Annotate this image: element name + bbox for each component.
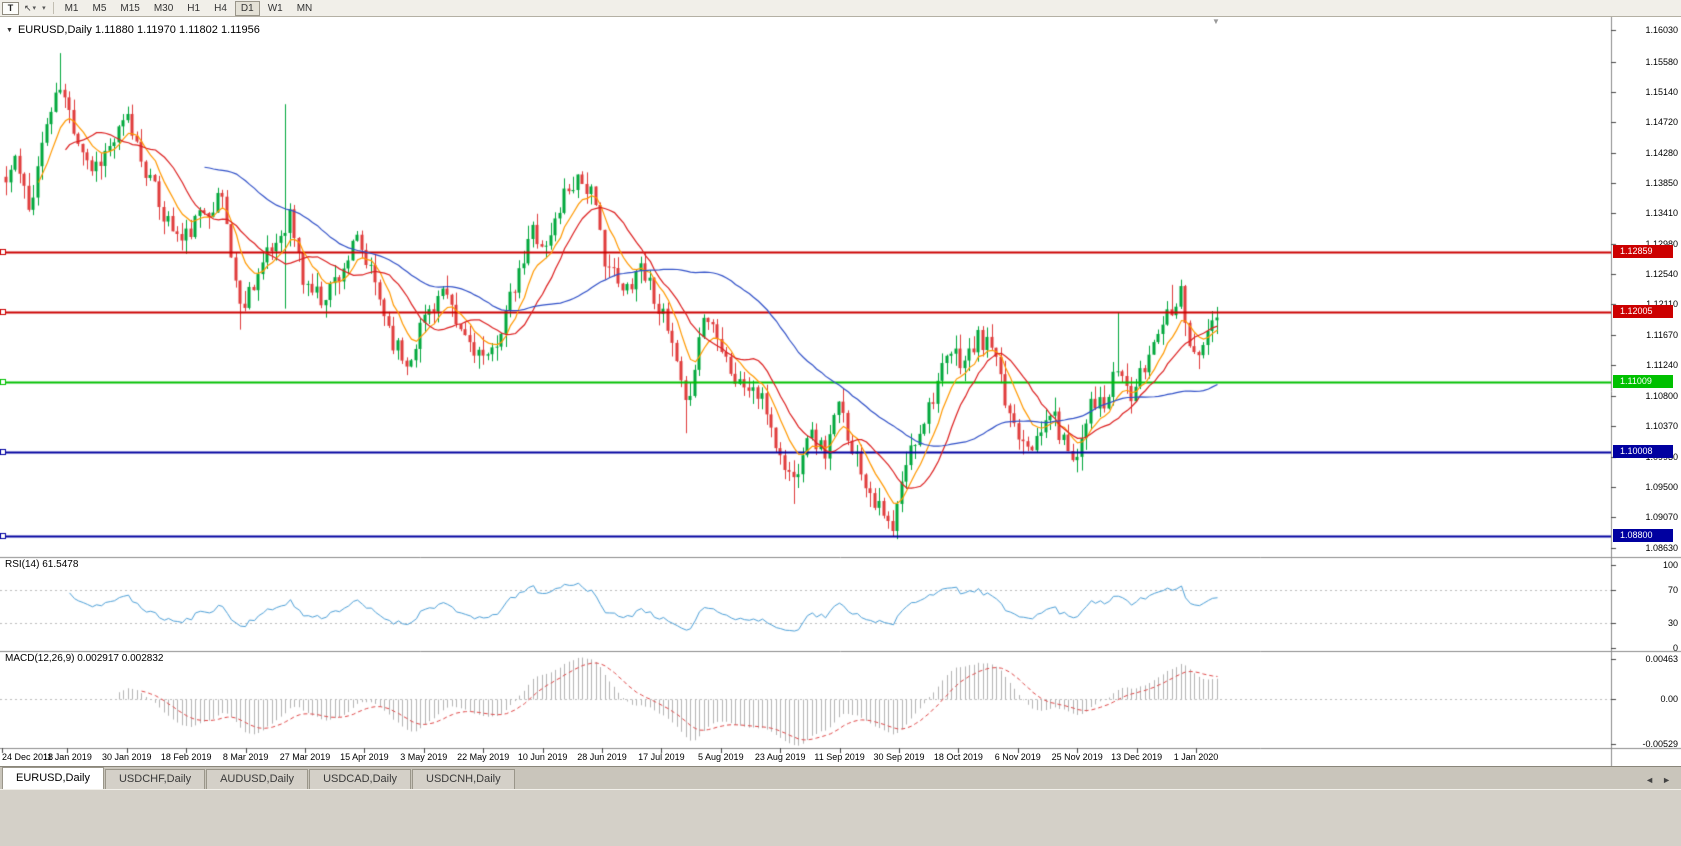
timeframe-button-m30[interactable]: M30 [153,2,174,14]
rsi-scale-label: 70 [1667,584,1678,595]
price-scale-label: 1.09070 [1645,512,1678,523]
price-scale-label: 1.13850 [1645,177,1678,188]
date-axis-label: 30 Sep 2019 [873,752,925,762]
date-axis-label: 10 Jun 2019 [517,752,568,762]
date-axis-label: 22 May 2019 [457,752,510,762]
timeframe-button-mn[interactable]: MN [296,2,313,14]
rsi-label: RSI(14) 61.5478 [5,559,79,570]
price-scale-label: 1.16030 [1645,25,1678,36]
date-axis-label: 27 Mar 2019 [279,752,331,762]
date-axis-label: 18 Feb 2019 [160,752,212,762]
text-tool-button[interactable]: T [2,1,19,15]
timeframe-button-m1[interactable]: M1 [64,2,79,14]
timeframe-button-d1[interactable]: D1 [234,0,260,16]
cursor-tool-button[interactable]: ↖ ▾ [21,2,39,15]
date-axis-label: 25 Nov 2019 [1051,752,1103,762]
chart-title-text: EURUSD,Daily 1.11880 1.11970 1.11802 1.1… [17,24,260,36]
price-scale-label: 1.12540 [1645,269,1678,280]
chevron-down-icon: ▾ [32,5,37,12]
price-scale-label: 1.13410 [1645,208,1678,219]
chart-marker-icon: ▼ [6,26,13,34]
objects-tool-button[interactable]: ▾ [39,2,49,15]
date-axis-label: 8 Mar 2019 [222,752,269,762]
rsi-scale-label: 100 [1662,560,1678,570]
price-scale-label: 1.15580 [1645,56,1678,67]
date-axis-label: 28 Jun 2019 [577,752,627,762]
timeframe-button-m15[interactable]: M15 [120,2,140,14]
chart-shift-marker-icon: ▼ [1212,17,1220,26]
macd-scale-label: 0.00463 [1645,654,1678,664]
text-tool-icon: T [7,3,14,13]
price-scale-label: 1.14280 [1645,147,1678,158]
rsi-scale-label: 0 [1672,643,1678,653]
toolbar-separator [52,2,54,14]
cursor-icon: ↖ [24,2,32,13]
timeframe-button-m5[interactable]: M5 [92,2,107,14]
date-axis-label: 23 Aug 2019 [754,752,806,762]
date-axis-label: 11 Jan 2019 [42,752,92,762]
macd-scale-label: -0.00529 [1642,739,1678,749]
price-scale-label: 1.15140 [1645,87,1678,98]
timeframe-button-h4[interactable]: H4 [214,2,227,14]
chart-tab-audusd[interactable]: AUDUSD,Daily [206,769,309,789]
date-axis-label: 17 Jul 2019 [638,752,685,762]
chart-tab-usdcad[interactable]: USDCAD,Daily [309,769,412,789]
chevron-down-icon: ▾ [42,5,46,12]
date-axis-label: 3 May 2019 [400,752,448,762]
status-bar [0,789,1681,846]
date-axis-label: 18 Oct 2019 [933,752,983,762]
chart-title: ▼ EURUSD,Daily 1.11880 1.11970 1.11802 1… [6,24,260,36]
chart-area: ▼ EURUSD,Daily 1.11880 1.11970 1.11802 1… [0,17,1681,766]
date-axis-label: 11 Sep 2019 [814,752,865,762]
price-scale-label: 1.11670 [1646,330,1678,341]
date-axis-label: 5 Aug 2019 [698,752,744,762]
date-axis-label: 24 Dec 2018 [2,752,54,762]
price-scale-label: 1.10370 [1645,421,1678,432]
date-axis-label: 30 Jan 2019 [102,752,152,762]
date-axis-label: 13 Dec 2019 [1111,752,1163,762]
date-axis-label: 1 Jan 2020 [1173,752,1219,762]
rsi-scale-label: 30 [1667,618,1678,629]
timeframe-button-h1[interactable]: H1 [187,2,201,14]
price-level-tag[interactable]: 1.12005 [1613,305,1673,318]
price-scale-label: 1.14720 [1645,116,1678,127]
price-chart-canvas[interactable] [0,17,1681,766]
price-level-tag[interactable]: 1.12859 [1613,245,1673,258]
top-toolbar: T ↖ ▾ ▾ M1 M5 M15 M30 H1 H4 D1 W1 MN [0,0,1681,17]
macd-label: MACD(12,26,9) 0.002917 0.002832 [5,653,164,664]
tab-scroll-right-icon[interactable]: ► [1662,775,1671,785]
tab-scroll-controls: ◄ ► [1645,775,1671,785]
price-scale-label: 1.12980 [1645,238,1678,249]
price-level-tag[interactable]: 1.11009 [1613,375,1673,388]
chart-tabs-bar: EURUSD,Daily USDCHF,Daily AUDUSD,Daily USDC… [0,766,1681,789]
timeframe-buttons: M1 M5 M15 M30 H1 H4 D1 W1 MN [58,0,320,16]
chart-tab-usdcnh[interactable]: USDCNH,Daily [412,769,515,789]
macd-scale-label: 0.00 [1660,693,1678,704]
chart-tab-usdchf[interactable]: USDCHF,Daily [104,769,206,789]
price-level-tag[interactable]: 1.08800 [1613,529,1673,542]
tab-scroll-left-icon[interactable]: ◄ [1645,775,1655,785]
timeframe-button-w1[interactable]: W1 [267,2,283,14]
date-axis-label: 6 Nov 2019 [994,752,1041,762]
chart-tabs: EURUSD,Daily USDCHF,Daily AUDUSD,Daily USDC… [2,767,516,789]
price-scale-label: 1.08630 [1645,543,1678,554]
price-scale-label: 1.09500 [1645,482,1678,493]
price-scale-label: 1.11240 [1646,360,1678,371]
price-level-tag[interactable]: 1.10008 [1613,445,1673,458]
chart-tab-eurusd[interactable]: EURUSD,Daily [2,767,104,789]
date-axis-label: 15 Apr 2019 [340,752,389,762]
price-scale-label: 1.12110 [1618,299,1678,309]
price-scale-label: 1.10800 [1645,391,1678,402]
